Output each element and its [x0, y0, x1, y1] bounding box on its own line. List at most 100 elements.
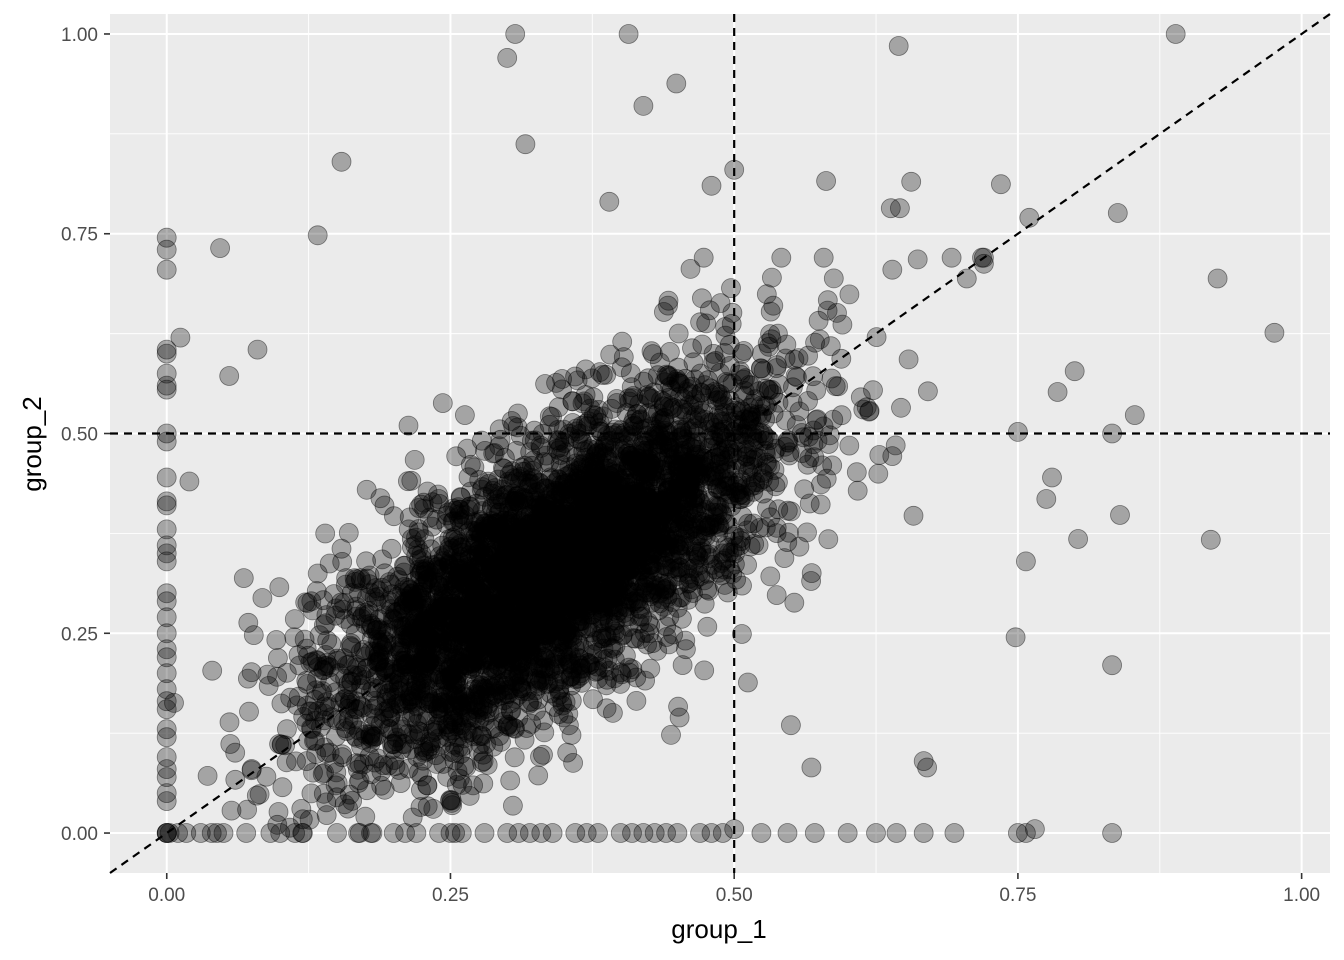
data-point — [476, 683, 497, 703]
data-point — [647, 447, 668, 468]
data-point — [827, 302, 847, 323]
data-point — [616, 503, 636, 524]
data-point — [460, 645, 481, 666]
data-point — [368, 631, 389, 652]
data-point — [688, 421, 709, 442]
data-point — [530, 747, 550, 767]
data-point — [501, 473, 521, 494]
data-point — [402, 584, 422, 605]
data-point — [1264, 322, 1285, 343]
data-point — [623, 416, 644, 437]
data-point — [801, 757, 822, 778]
data-point — [236, 823, 257, 843]
data-point — [374, 495, 395, 516]
data-point — [542, 407, 562, 427]
data-point — [514, 584, 534, 604]
data-point — [504, 563, 524, 584]
data-point — [438, 717, 458, 737]
data-point — [445, 823, 466, 843]
data-point — [448, 565, 469, 586]
data-point — [756, 284, 777, 305]
data-point — [676, 639, 696, 660]
data-point — [614, 597, 635, 617]
data-point — [1047, 382, 1068, 402]
data-point — [606, 456, 626, 477]
data-point — [494, 690, 514, 711]
data-point — [451, 823, 472, 843]
data-point — [633, 498, 654, 519]
data-point — [406, 823, 427, 843]
data-point — [641, 389, 662, 409]
data-point — [374, 659, 395, 680]
data-point — [413, 617, 434, 638]
data-point — [566, 549, 587, 570]
data-point — [818, 529, 839, 550]
data-point — [429, 576, 450, 596]
data-point — [576, 475, 596, 496]
data-point — [584, 553, 605, 574]
data-point — [651, 390, 671, 411]
data-point — [670, 386, 690, 407]
data-point — [528, 676, 548, 696]
data-point — [556, 523, 577, 544]
data-point — [786, 415, 807, 436]
data-point — [627, 404, 647, 425]
data-point — [586, 533, 607, 554]
data-point — [534, 511, 554, 532]
data-point — [440, 790, 461, 811]
data-point — [307, 563, 328, 584]
data-point — [593, 534, 613, 555]
data-point — [600, 611, 620, 631]
data-point — [642, 592, 662, 613]
data-point — [406, 680, 427, 700]
data-point — [364, 691, 385, 711]
data-point — [513, 531, 534, 551]
data-point — [666, 481, 687, 502]
data-point — [555, 623, 576, 644]
data-point — [574, 470, 595, 491]
data-point — [420, 539, 441, 560]
data-point — [448, 507, 469, 527]
data-point — [809, 329, 830, 350]
data-point — [428, 699, 449, 719]
data-point — [545, 571, 566, 592]
data-point — [418, 562, 439, 582]
data-point — [514, 521, 535, 542]
data-point — [286, 751, 306, 772]
data-point — [464, 580, 485, 601]
data-point — [639, 456, 659, 477]
data-point — [685, 531, 706, 552]
data-point — [460, 496, 481, 517]
data-point — [489, 648, 510, 668]
data-point — [784, 592, 805, 613]
data-point — [695, 513, 715, 533]
data-point — [542, 823, 563, 843]
data-point — [535, 478, 555, 499]
data-point — [276, 719, 297, 740]
data-point — [306, 680, 327, 701]
data-point — [614, 490, 634, 511]
data-point — [307, 225, 328, 246]
data-point — [711, 503, 732, 524]
data-point — [626, 488, 646, 509]
data-point — [785, 366, 806, 387]
data-point — [667, 369, 687, 390]
data-point — [1102, 823, 1122, 843]
data-point — [156, 727, 177, 748]
data-point — [577, 593, 598, 614]
data-point — [399, 579, 420, 600]
data-point — [464, 576, 485, 597]
y-tick-label: 0.75 — [61, 225, 98, 246]
data-point — [553, 707, 574, 728]
data-point — [410, 565, 431, 586]
data-point — [508, 522, 529, 543]
data-point — [683, 499, 703, 520]
data-point — [612, 498, 633, 519]
data-point — [509, 650, 530, 671]
data-point — [743, 481, 764, 502]
data-point — [542, 612, 563, 633]
data-point — [693, 247, 714, 268]
data-point — [694, 660, 715, 681]
data-point — [651, 410, 672, 430]
data-point — [454, 573, 475, 594]
